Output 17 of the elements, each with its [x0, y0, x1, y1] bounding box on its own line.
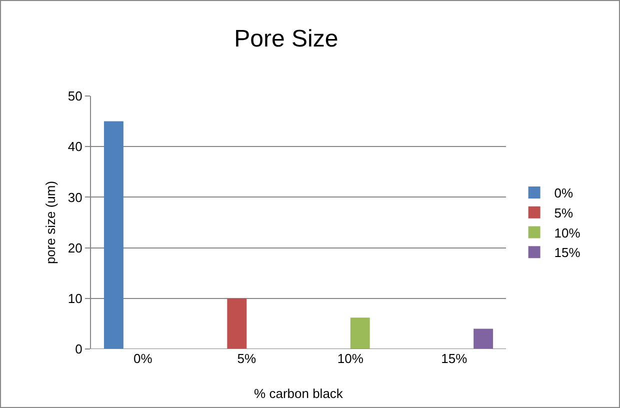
y-axis-title: pore size (um): [43, 180, 58, 264]
x-tick-label: 15%: [441, 351, 468, 366]
x-tick-label: 10%: [337, 351, 364, 366]
y-tick-label: 0: [75, 342, 82, 357]
legend-label: 10%: [554, 225, 581, 240]
y-tick-label: 40: [68, 139, 82, 154]
chart-title: Pore Size: [234, 25, 338, 52]
legend-label: 5%: [554, 205, 574, 220]
legend-label: 15%: [554, 245, 581, 260]
x-axis-title: % carbon black: [254, 386, 344, 401]
legend-label: 0%: [554, 186, 574, 201]
x-tick-label: 0%: [133, 351, 153, 366]
y-tick-label: 30: [68, 190, 82, 205]
y-tick-label: 10: [68, 290, 82, 306]
x-tick-label: 5%: [237, 351, 256, 366]
y-tick-label: 50: [68, 88, 82, 104]
y-tick-label: 20: [68, 240, 82, 256]
